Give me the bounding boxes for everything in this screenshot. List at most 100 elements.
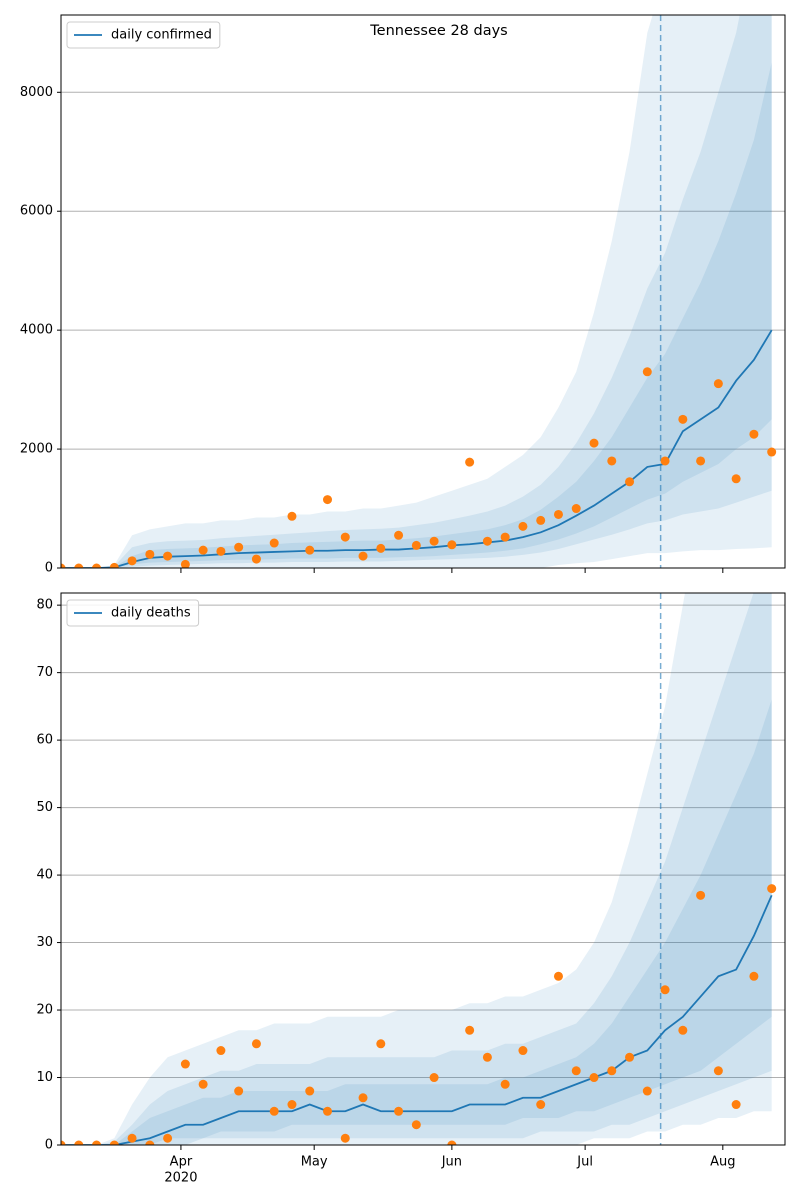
legend-box — [66, 21, 221, 49]
y-tick-label: 50 — [36, 800, 53, 815]
observed-point — [358, 551, 368, 561]
observed-point — [323, 495, 333, 505]
observed-point — [305, 545, 315, 555]
observed-point — [61, 563, 66, 568]
x-tick-label: Apr — [170, 1155, 193, 1170]
y-tick-label: 60 — [36, 733, 53, 748]
observed-point — [500, 1079, 510, 1089]
observed-point — [465, 457, 475, 467]
observed-point — [92, 563, 102, 568]
x-tick-label: Jul — [576, 1155, 593, 1170]
uncertainty-band — [61, 15, 772, 568]
y-tick-label: 40 — [36, 868, 53, 883]
observed-point — [500, 532, 510, 542]
observed-point — [340, 532, 350, 542]
observed-point — [767, 884, 777, 894]
observed-point — [482, 1052, 492, 1062]
observed-point — [465, 1025, 475, 1035]
observed-point — [358, 1093, 368, 1103]
observed-point — [482, 536, 492, 546]
observed-point — [642, 1086, 652, 1096]
observed-point — [518, 521, 528, 531]
observed-point — [447, 1140, 457, 1145]
observed-point — [429, 1073, 439, 1083]
observed-point — [163, 1133, 173, 1143]
observed-point — [731, 474, 741, 484]
observed-point — [678, 1025, 688, 1035]
observed-point — [749, 971, 759, 981]
observed-point — [163, 551, 173, 561]
observed-point — [74, 563, 84, 568]
observed-point — [92, 1140, 102, 1145]
observed-point — [269, 1106, 279, 1116]
observed-point — [713, 1066, 723, 1076]
observed-point — [180, 1059, 190, 1069]
legend-label: daily confirmed — [111, 28, 212, 43]
observed-point — [571, 504, 581, 514]
observed-point — [749, 429, 759, 439]
observed-point — [323, 1106, 333, 1116]
observed-point — [74, 1140, 84, 1145]
observed-point — [660, 456, 670, 466]
observed-point — [234, 542, 244, 552]
y-tick-label: 8000 — [20, 85, 53, 100]
observed-point — [607, 1066, 617, 1076]
plot-frame — [60, 592, 786, 1146]
observed-point — [411, 1120, 421, 1130]
observed-point — [287, 1100, 297, 1110]
observed-point — [660, 985, 670, 995]
observed-point — [145, 1140, 155, 1145]
y-tick-label: 30 — [36, 935, 53, 950]
observed-point — [127, 556, 137, 566]
observed-point — [305, 1086, 315, 1096]
observed-point — [678, 414, 688, 424]
plot-frame — [60, 14, 786, 569]
observed-point — [696, 456, 706, 466]
y-tick-label: 20 — [36, 1003, 53, 1018]
observed-point — [553, 509, 563, 519]
chart-title: Tennessee 28 days — [369, 23, 507, 39]
observed-point — [625, 477, 635, 487]
y-tick-label: 10 — [36, 1070, 53, 1085]
x-tick-label: May — [301, 1155, 328, 1170]
uncertainty-band — [61, 15, 772, 568]
observed-point — [61, 1140, 66, 1145]
observed-point — [447, 540, 457, 550]
observed-point — [251, 554, 261, 564]
observed-point — [589, 1073, 599, 1083]
observed-point — [394, 530, 404, 540]
observed-point — [340, 1133, 350, 1143]
observed-point — [376, 1039, 386, 1049]
observed-point — [553, 971, 563, 981]
observed-point — [411, 540, 421, 550]
y-tick-label: 4000 — [20, 323, 53, 338]
observed-point — [429, 536, 439, 546]
y-tick-label: 0 — [45, 1138, 53, 1153]
observed-point — [216, 546, 226, 556]
legend-box — [66, 599, 200, 627]
observed-point — [518, 1046, 528, 1056]
observed-point — [198, 1079, 208, 1089]
y-tick-label: 80 — [36, 598, 53, 613]
observed-point — [251, 1039, 261, 1049]
x-year-label: 2020 — [164, 1171, 197, 1186]
observed-point — [713, 379, 723, 389]
x-tick-label: Aug — [710, 1155, 735, 1170]
uncertainty-band — [61, 593, 772, 1145]
observed-point — [589, 438, 599, 448]
series-line — [61, 894, 773, 1145]
observed-point — [145, 549, 155, 559]
observed-point — [536, 1100, 546, 1110]
observed-point — [607, 456, 617, 466]
legend-label: daily deaths — [111, 606, 191, 621]
y-tick-label: 2000 — [20, 442, 53, 457]
y-tick-label: 6000 — [20, 204, 53, 219]
observed-point — [109, 1140, 119, 1145]
observed-point — [536, 515, 546, 525]
observed-point — [767, 447, 777, 457]
observed-point — [696, 890, 706, 900]
observed-point — [731, 1100, 741, 1110]
uncertainty-band — [61, 593, 772, 1145]
y-tick-label: 70 — [36, 665, 53, 680]
